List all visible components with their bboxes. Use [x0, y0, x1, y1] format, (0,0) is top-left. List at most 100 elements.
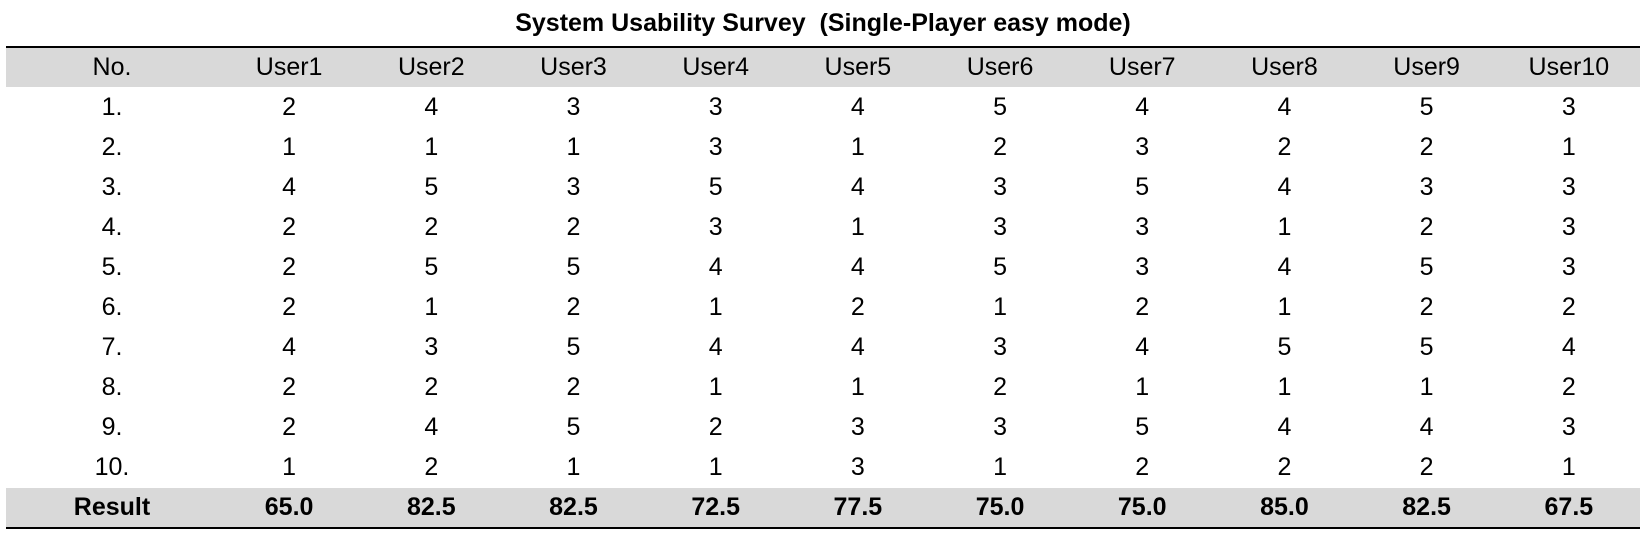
result-cell: 75.0	[928, 487, 1072, 528]
score-cell: 4	[1277, 173, 1292, 201]
score-cell: 4	[708, 333, 723, 361]
result-cell: 75.0	[1071, 487, 1214, 528]
question-number-cell: 7.	[101, 333, 123, 361]
result-cell: 82.5	[1355, 487, 1498, 528]
score-cell: 3	[1419, 173, 1434, 201]
score-cell: 2	[424, 213, 439, 241]
score-cell: 4	[850, 93, 865, 121]
result-cell: 77.5	[786, 487, 929, 528]
score-cell: 1	[708, 293, 723, 321]
score-cell: 5	[1135, 173, 1150, 201]
score-cell: 3	[1135, 253, 1150, 281]
question-number-cell: 2.	[101, 133, 123, 161]
result-cell: 72.5	[644, 487, 787, 528]
score-cell: 4	[1135, 93, 1150, 121]
score-cell: 1	[282, 133, 297, 161]
score-cell: 2	[566, 293, 581, 321]
score-cell: 2	[1419, 213, 1434, 241]
table-row: 2. 1 1 1 3 1 2 3 2 2 1	[6, 127, 1640, 167]
score-cell: 4	[1277, 93, 1292, 121]
score-cell: 4	[424, 413, 439, 441]
header-cell-user10: User10	[1497, 47, 1640, 87]
header-cell-no: No.	[6, 47, 219, 87]
score-cell: 4	[850, 253, 865, 281]
score-cell: 3	[708, 213, 723, 241]
score-cell: 3	[1561, 173, 1576, 201]
score-cell: 2	[424, 373, 439, 401]
survey-table: No. User1 User2 User3 User4 User5 User6 …	[6, 46, 1640, 529]
score-cell: 1	[708, 373, 723, 401]
score-cell: 4	[282, 333, 297, 361]
score-cell: 1	[566, 133, 581, 161]
table-row: 10. 1 2 1 1 3 1 2 2 2 1	[6, 447, 1640, 488]
score-cell: 4	[424, 93, 439, 121]
result-cell: 65.0	[218, 487, 361, 528]
table-row: 9. 2 4 5 2 3 3 5 4 4 3	[6, 407, 1640, 447]
result-cell: 82.5	[360, 487, 503, 528]
result-cell: 85.0	[1213, 487, 1356, 528]
score-cell: 5	[1135, 413, 1150, 441]
score-cell: 4	[1561, 333, 1576, 361]
score-cell: 2	[282, 373, 297, 401]
score-cell: 5	[566, 333, 581, 361]
header-cell-user5: User5	[786, 47, 929, 87]
score-cell: 3	[1561, 253, 1576, 281]
score-cell: 3	[1135, 213, 1150, 241]
score-cell: 3	[566, 173, 581, 201]
score-cell: 1	[424, 293, 439, 321]
score-cell: 1	[566, 453, 581, 481]
score-cell: 3	[993, 213, 1007, 241]
score-cell: 4	[1419, 413, 1434, 441]
score-cell: 1	[282, 453, 297, 481]
question-number-cell: 3.	[101, 173, 123, 201]
header-cell-user9: User9	[1355, 47, 1498, 87]
table-row: 7. 4 3 5 4 4 3 4 5 5 4	[6, 327, 1640, 367]
table-row: 4. 2 2 2 3 1 3 3 1 2 3	[6, 207, 1640, 247]
header-cell-user8: User8	[1213, 47, 1356, 87]
score-cell: 1	[993, 293, 1007, 321]
score-cell: 1	[424, 133, 439, 161]
score-cell: 1	[850, 213, 865, 241]
score-cell: 2	[566, 213, 581, 241]
score-cell: 2	[282, 293, 297, 321]
score-cell: 1	[1419, 373, 1434, 401]
score-cell: 2	[708, 413, 723, 441]
score-cell: 5	[1419, 93, 1434, 121]
score-cell: 3	[1135, 133, 1150, 161]
score-cell: 2	[1419, 133, 1434, 161]
score-cell: 1	[850, 133, 865, 161]
header-cell-user4: User4	[644, 47, 787, 87]
result-label: Result	[6, 487, 219, 528]
score-cell: 4	[282, 173, 297, 201]
score-cell: 2	[282, 213, 297, 241]
score-cell: 2	[1419, 293, 1434, 321]
score-cell: 2	[282, 93, 297, 121]
score-cell: 4	[850, 333, 865, 361]
score-cell: 2	[993, 133, 1007, 161]
score-cell: 5	[424, 253, 439, 281]
score-cell: 5	[1419, 253, 1434, 281]
score-cell: 3	[993, 413, 1007, 441]
score-cell: 4	[1135, 333, 1150, 361]
score-cell: 5	[566, 253, 581, 281]
score-cell: 2	[850, 293, 865, 321]
score-cell: 5	[424, 173, 439, 201]
table-row: 3. 4 5 3 5 4 3 5 4 3 3	[6, 167, 1640, 207]
score-cell: 3	[708, 93, 723, 121]
header-cell-user7: User7	[1071, 47, 1214, 87]
header-cell-user1: User1	[218, 47, 361, 87]
table-title: System Usability Survey (Single-Player e…	[515, 9, 1131, 37]
score-cell: 4	[850, 173, 865, 201]
table-row: 6. 2 1 2 1 2 1 2 1 2 2	[6, 287, 1640, 327]
table-row: 5. 2 5 5 4 4 5 3 4 5 3	[6, 247, 1640, 287]
score-cell: 2	[424, 453, 439, 481]
header-cell-user2: User2	[360, 47, 503, 87]
score-cell: 5	[566, 413, 581, 441]
score-cell: 3	[1561, 213, 1576, 241]
score-cell: 2	[566, 373, 581, 401]
score-cell: 3	[850, 453, 865, 481]
score-cell: 2	[993, 373, 1007, 401]
score-cell: 2	[282, 413, 297, 441]
question-number-cell: 9.	[101, 413, 123, 441]
